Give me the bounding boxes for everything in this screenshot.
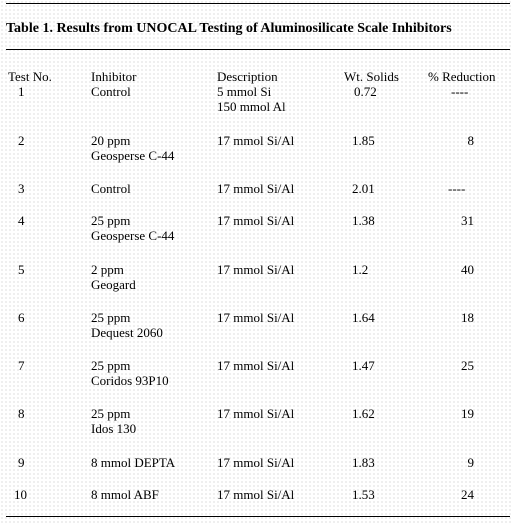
cell-test-no: 8 xyxy=(18,406,25,421)
cell-test-no: 3 xyxy=(18,181,25,196)
cell-test-no: 1 xyxy=(18,84,25,99)
header-test-no: Test No. xyxy=(8,69,52,84)
cell-reduction: 25 xyxy=(461,358,474,373)
cell-reduction: ---- xyxy=(451,84,469,99)
header-description: Description xyxy=(217,69,278,84)
cell-reduction: 24 xyxy=(461,487,474,502)
cell-wt-solids: 1.53 xyxy=(352,487,375,502)
cell-inhibitor: 8 mmol ABF xyxy=(91,487,159,502)
cell-wt-solids: 1.83 xyxy=(352,455,375,470)
cell-test-no: 4 xyxy=(18,213,25,228)
cell-description: 17 mmol Si/Al xyxy=(217,455,295,470)
cell-description: 17 mmol Si/Al xyxy=(217,262,295,277)
cell-reduction: 31 xyxy=(461,213,474,228)
cell-test-no: 5 xyxy=(18,262,25,277)
cell-inhibitor: 25 ppm Coridos 93P10 xyxy=(91,358,169,388)
cell-reduction: 8 xyxy=(467,133,475,148)
cell-wt-solids: 0.72 xyxy=(354,84,377,99)
cell-wt-solids: 1.62 xyxy=(352,406,375,421)
cell-description: 17 mmol Si/Al xyxy=(217,213,295,228)
header-wt-solids: Wt. Solids xyxy=(344,69,399,84)
cell-inhibitor: 8 mmol DEPTA xyxy=(91,455,176,470)
cell-reduction: 19 xyxy=(461,406,474,421)
header-inhibitor: Inhibitor xyxy=(91,69,137,84)
cell-inhibitor: Control xyxy=(91,181,131,196)
cell-test-no: 7 xyxy=(18,358,25,373)
cell-inhibitor: 20 ppm Geosperse C-44 xyxy=(91,133,175,163)
cell-description: 17 mmol Si/Al xyxy=(217,181,295,196)
cell-inhibitor: Control xyxy=(91,84,131,99)
cell-reduction: 9 xyxy=(467,455,475,470)
cell-wt-solids: 2.01 xyxy=(352,181,375,196)
cell-inhibitor: 2 ppm Geogard xyxy=(91,262,136,292)
cell-description: 17 mmol Si/Al xyxy=(217,133,295,148)
cell-description: 17 mmol Si/Al xyxy=(217,358,295,373)
cell-wt-solids: 1.38 xyxy=(352,213,375,228)
cell-test-no: 10 xyxy=(14,487,27,502)
cell-reduction: 40 xyxy=(461,262,474,277)
cell-test-no: 2 xyxy=(18,133,25,148)
bottom-rule xyxy=(6,516,510,517)
cell-description: 17 mmol Si/Al xyxy=(217,487,295,502)
cell-reduction: 18 xyxy=(461,310,474,325)
cell-reduction: ---- xyxy=(448,181,466,196)
cell-description: 17 mmol Si/Al xyxy=(217,406,295,421)
cell-description: 17 mmol Si/Al xyxy=(217,310,295,325)
cell-description: 5 mmol Si 150 mmol Al xyxy=(217,84,286,114)
header-reduction: % Reduction xyxy=(428,69,496,84)
cell-inhibitor: 25 ppm Geosperse C-44 xyxy=(91,213,175,243)
cell-test-no: 6 xyxy=(18,310,25,325)
cell-inhibitor: 25 ppm Idos 130 xyxy=(91,406,137,436)
cell-test-no: 9 xyxy=(18,455,25,470)
cell-inhibitor: 25 ppm Dequest 2060 xyxy=(91,310,163,340)
top-rule xyxy=(6,3,510,4)
cell-wt-solids: 1.47 xyxy=(352,358,375,373)
header-rule xyxy=(6,49,510,50)
cell-wt-solids: 1.64 xyxy=(352,310,375,325)
cell-wt-solids: 1.85 xyxy=(352,133,375,148)
table-title: Table 1. Results from UNOCAL Testing of … xyxy=(6,21,452,36)
cell-wt-solids: 1.2 xyxy=(352,262,369,277)
